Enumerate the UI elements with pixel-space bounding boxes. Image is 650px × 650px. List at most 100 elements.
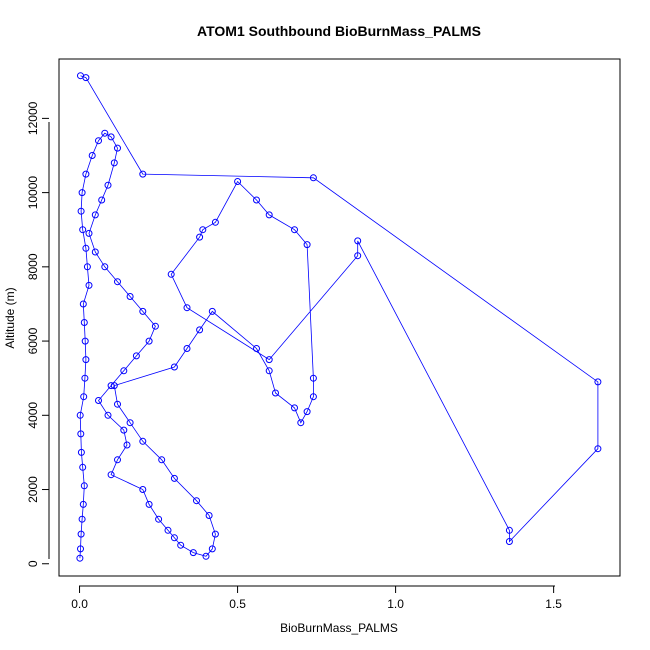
data-point: [167, 270, 175, 278]
data-point: [77, 72, 84, 80]
x-tick-label: 1.0: [387, 597, 404, 611]
data-point: [101, 129, 109, 137]
data-point: [126, 419, 134, 427]
y-axis-label: Altitude (m): [3, 287, 17, 348]
data-point: [81, 337, 89, 345]
data-point: [183, 304, 191, 312]
data-point: [177, 541, 185, 549]
data-point: [309, 393, 317, 401]
data-point: [95, 397, 102, 404]
data-point: [202, 552, 210, 560]
data-point: [594, 378, 602, 386]
data-point: [193, 497, 200, 505]
data-point: [272, 389, 279, 397]
data-point: [145, 337, 153, 345]
x-tick-label: 1.5: [545, 597, 562, 611]
data-point: [107, 382, 115, 390]
data-point: [211, 530, 219, 538]
data-point: [151, 322, 159, 330]
data-point: [265, 211, 273, 219]
data-point: [82, 356, 90, 364]
data-point: [82, 170, 90, 178]
data-point: [77, 530, 85, 538]
data-point: [98, 196, 106, 204]
data-point: [79, 226, 87, 234]
data-point: [170, 363, 178, 371]
data-point: [183, 345, 191, 352]
data-point: [196, 233, 204, 241]
data-point: [303, 241, 311, 249]
y-tick-label: 8000: [26, 253, 40, 280]
data-point: [155, 515, 163, 523]
data-point: [123, 441, 131, 449]
data-point: [208, 307, 216, 315]
data-point: [234, 178, 242, 185]
y-axis: 0 2000 4000 6000 8000 10000 12000: [26, 101, 50, 567]
data-point: [91, 211, 99, 219]
y-tick-label: 6000: [26, 327, 40, 354]
data-point: [164, 526, 172, 534]
data-point: [85, 229, 93, 237]
y-tick-label: 10000: [26, 176, 40, 210]
data-point: [77, 430, 85, 438]
y-tick-label: 4000: [26, 402, 40, 429]
data-point: [77, 545, 84, 553]
data-point: [303, 408, 311, 416]
data-point: [80, 319, 88, 326]
data-point: [79, 463, 87, 471]
data-point: [139, 486, 147, 493]
data-point: [189, 549, 197, 557]
data-point: [309, 174, 317, 182]
data-point: [253, 345, 260, 352]
chart-title: ATOM1 Southbound BioBurnMass_PALMS: [197, 23, 481, 39]
data-point: [78, 189, 86, 197]
data-point: [205, 512, 213, 519]
data-point: [170, 474, 178, 482]
data-point: [211, 218, 219, 226]
x-tick-label: 0.0: [71, 597, 88, 611]
data-point: [82, 244, 90, 252]
data-point: [505, 526, 513, 534]
data-point: [79, 300, 87, 308]
y-tick-label: 2000: [26, 476, 40, 503]
data-point: [354, 252, 362, 260]
data-point: [139, 307, 147, 315]
data-point: [120, 367, 128, 375]
data-point: [208, 545, 216, 553]
data-point: [594, 445, 602, 453]
y-tick-label: 0: [26, 560, 40, 567]
series-line: [79, 75, 599, 559]
data-point: [139, 170, 147, 178]
data-point: [114, 144, 121, 152]
data-point: [114, 456, 121, 464]
data-point: [170, 534, 178, 542]
data-point: [95, 137, 102, 145]
data-point: [77, 448, 85, 456]
data-point: [126, 293, 134, 300]
data-point: [291, 404, 298, 412]
data-point: [83, 263, 91, 271]
data-point: [81, 374, 89, 382]
data-point: [88, 152, 96, 159]
data-point: [253, 196, 260, 204]
data-point: [265, 367, 273, 375]
data-point: [354, 237, 362, 245]
data-point: [297, 419, 305, 427]
data-point: [265, 356, 273, 364]
plot-frame: [58, 58, 621, 577]
data-point: [139, 437, 147, 445]
y-tick-label: 12000: [26, 101, 40, 135]
data-point: [110, 159, 118, 167]
data-point: [85, 281, 93, 289]
x-axis: 0.0 0.5 1.0 1.5: [71, 585, 562, 611]
data-point: [132, 352, 140, 360]
data-point: [91, 248, 99, 256]
data-point: [77, 207, 85, 215]
data-point: [120, 426, 128, 434]
data-point: [76, 411, 84, 419]
data-point: [80, 482, 88, 490]
data-point: [78, 515, 86, 523]
data-point: [196, 326, 204, 334]
data-point: [145, 500, 153, 508]
